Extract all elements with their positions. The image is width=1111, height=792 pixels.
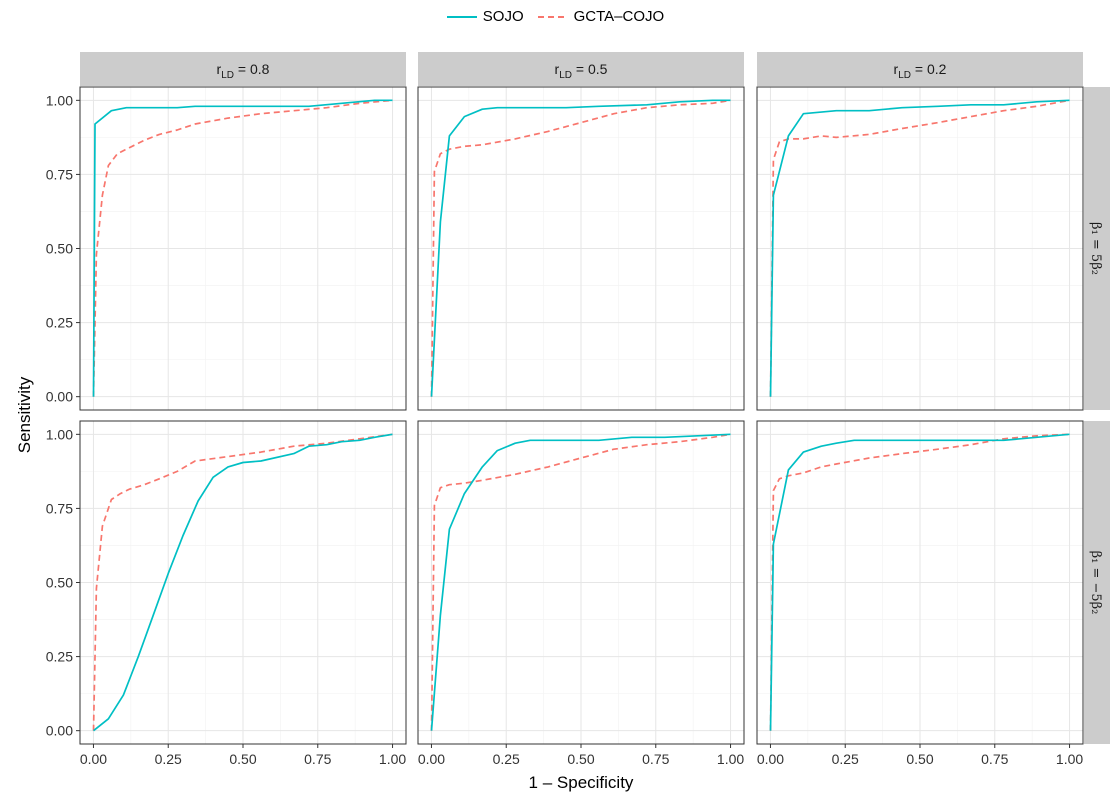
- x-axis-title: 1 – Specificity: [529, 773, 634, 792]
- x-tick-label: 1.00: [379, 751, 406, 767]
- facet-label-col-2: rLD = 0.5: [555, 61, 608, 81]
- x-tick-label: 0.50: [229, 751, 256, 767]
- x-tick-label: 1.00: [1056, 751, 1083, 767]
- y-tick-label: 0.50: [46, 241, 73, 257]
- series-line-gcta-cojo: [430, 433, 731, 731]
- series-line-sojo: [430, 99, 731, 397]
- y-tick-label: 0.50: [46, 575, 73, 591]
- series-line-gcta-cojo: [769, 99, 1070, 397]
- facet-strip-row-2: [1084, 421, 1110, 744]
- facet-strip-col-1: [80, 52, 406, 86]
- y-tick-label: 1.00: [46, 92, 73, 108]
- facet-strip-row-1: [1084, 87, 1110, 410]
- panel-border: [756, 86, 1084, 411]
- facet-strip-col-3: [757, 52, 1083, 86]
- panel-r2-c1: [79, 420, 407, 745]
- y-tick-label: 0.00: [46, 389, 73, 405]
- series-line-gcta-cojo: [769, 433, 1070, 731]
- x-tick-label: 0.25: [155, 751, 182, 767]
- x-tick-label: 1.00: [717, 751, 744, 767]
- y-tick-label: 0.75: [46, 166, 73, 182]
- facet-label-col-3: rLD = 0.2: [894, 61, 947, 81]
- facet-strip-col-2: [418, 52, 744, 86]
- legend-item-gcta-cojo: GCTA–COJO: [537, 8, 665, 25]
- x-tick-label: 0.00: [757, 751, 784, 767]
- x-tick-label: 0.75: [981, 751, 1008, 767]
- panel-r2-c2: [417, 420, 745, 745]
- series-line-sojo: [769, 99, 1070, 397]
- y-tick-label: 0.25: [46, 315, 73, 331]
- series-line-gcta-cojo: [430, 99, 731, 397]
- series-line-sojo: [92, 99, 393, 397]
- legend-key-gcta-cojo: [537, 15, 568, 18]
- y-tick-label: 1.00: [46, 426, 73, 442]
- x-tick-label: 0.00: [418, 751, 445, 767]
- legend-key-sojo: [446, 15, 477, 18]
- x-tick-label: 0.75: [642, 751, 669, 767]
- series-line-gcta-cojo: [92, 433, 393, 731]
- facet-label-col-1: rLD = 0.8: [217, 61, 270, 81]
- series-line-sojo: [430, 433, 731, 731]
- facet-label-row-2: β₁ = −5β₂: [1088, 551, 1103, 615]
- legend-item-sojo: SOJO: [446, 8, 524, 25]
- x-tick-label: 0.50: [567, 751, 594, 767]
- legend-label-gcta-cojo: GCTA–COJO: [573, 8, 665, 25]
- panel-border: [417, 86, 745, 411]
- x-tick-label: 0.50: [906, 751, 933, 767]
- panel-r1-c1: [79, 86, 407, 411]
- legend-label-sojo: SOJO: [482, 8, 524, 25]
- x-tick-label: 0.25: [832, 751, 859, 767]
- x-tick-label: 0.75: [304, 751, 331, 767]
- panel-r2-c3: [756, 420, 1084, 745]
- facet-label-row-1: β₁ = 5β₂: [1088, 222, 1103, 275]
- series-line-gcta-cojo: [92, 99, 393, 397]
- panel-r1-c2: [417, 86, 745, 411]
- series-line-sojo: [769, 433, 1070, 731]
- y-axis-title: Sensitivity: [15, 376, 34, 453]
- x-tick-label: 0.00: [80, 751, 107, 767]
- y-tick-label: 0.25: [46, 649, 73, 665]
- x-tick-label: 0.25: [493, 751, 520, 767]
- panel-r1-c3: [756, 86, 1084, 411]
- legend: SOJO GCTA–COJO: [0, 8, 1111, 25]
- series-line-sojo: [92, 433, 393, 732]
- y-tick-label: 0.00: [46, 723, 73, 739]
- y-tick-label: 0.75: [46, 500, 73, 516]
